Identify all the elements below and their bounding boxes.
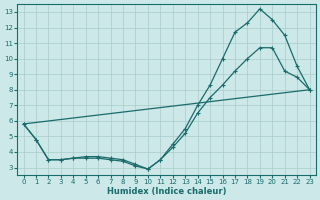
X-axis label: Humidex (Indice chaleur): Humidex (Indice chaleur) xyxy=(107,187,226,196)
